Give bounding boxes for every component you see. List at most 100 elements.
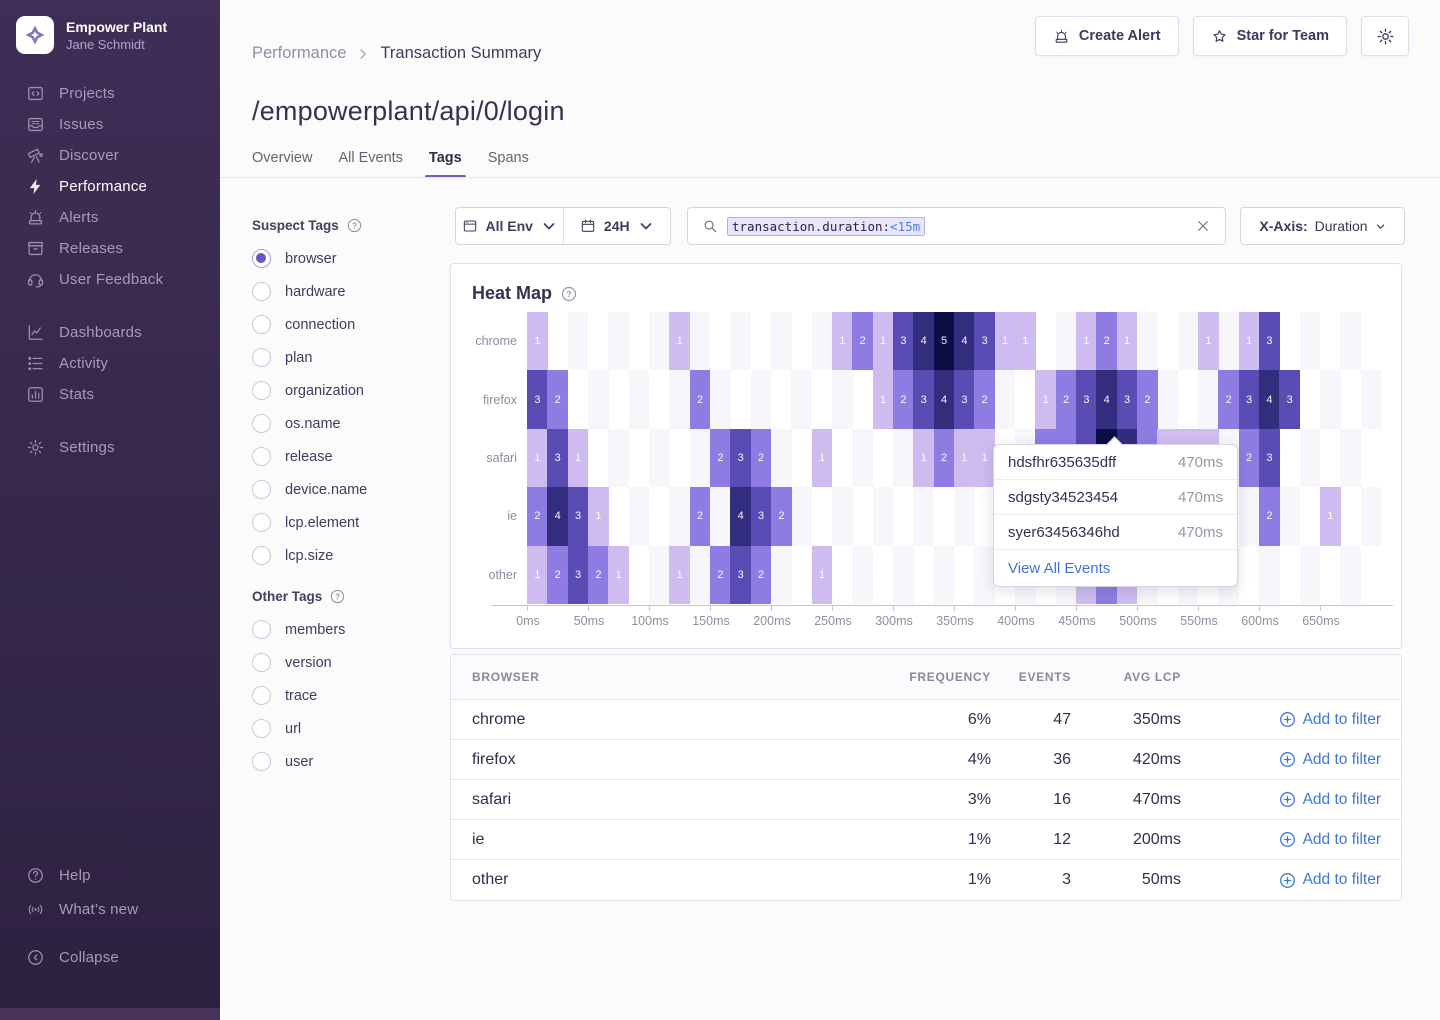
heatmap-cell-firefox-21[interactable]: 3: [954, 370, 975, 429]
radio-button[interactable]: [252, 719, 271, 738]
heatmap-cell-firefox-18[interactable]: 2: [893, 370, 914, 429]
settings-gear-button[interactable]: [1361, 16, 1409, 56]
tag-option-hardware[interactable]: hardware: [252, 282, 432, 301]
heatmap-cell-chrome-33[interactable]: 1: [1198, 312, 1219, 371]
heatmap-cell-safari-2[interactable]: 1: [567, 428, 589, 488]
heatmap-cell-ie-39[interactable]: 1: [1320, 487, 1341, 546]
heatmap-cell-firefox-1[interactable]: 2: [547, 370, 569, 429]
radio-button[interactable]: [252, 653, 271, 672]
tag-option-connection[interactable]: connection: [252, 315, 432, 334]
tooltip-event-row[interactable]: hdsfhr635635dff 470ms: [994, 445, 1237, 480]
question-circle-icon[interactable]: ?: [347, 218, 362, 233]
heatmap-cell-other-0[interactable]: 1: [527, 545, 548, 604]
tag-option-members[interactable]: members: [252, 620, 432, 639]
radio-button[interactable]: [252, 480, 271, 499]
radio-button[interactable]: [252, 752, 271, 771]
heatmap-cell-other-4[interactable]: 1: [608, 545, 630, 604]
sidebar-item-releases[interactable]: Releases: [0, 233, 220, 264]
radio-button[interactable]: [252, 686, 271, 705]
heatmap-cell-chrome-21[interactable]: 4: [954, 312, 975, 371]
add-to-filter-button[interactable]: Add to filter: [1181, 751, 1381, 769]
time-range-selector[interactable]: 24H: [564, 208, 671, 244]
tab-all-events[interactable]: All Events: [338, 150, 403, 166]
heatmap-cell-other-11[interactable]: 2: [750, 545, 772, 604]
tag-option-url[interactable]: url: [252, 719, 432, 738]
heatmap-cell-firefox-36[interactable]: 4: [1259, 370, 1280, 429]
heatmap-cell-chrome-18[interactable]: 3: [893, 312, 914, 371]
tag-option-lcp-size[interactable]: lcp.size: [252, 546, 432, 565]
radio-button[interactable]: [252, 249, 271, 268]
heatmap-cell-other-9[interactable]: 2: [710, 545, 731, 604]
heatmap-cell-ie-3[interactable]: 1: [588, 487, 609, 546]
view-all-events-link[interactable]: View All Events: [1008, 559, 1111, 577]
heatmap-cell-ie-10[interactable]: 4: [730, 487, 752, 546]
sidebar-item-performance[interactable]: Performance: [0, 171, 220, 202]
heatmap-cell-chrome-19[interactable]: 4: [913, 312, 935, 371]
heatmap-cell-firefox-8[interactable]: 2: [689, 370, 711, 429]
tag-option-device-name[interactable]: device.name: [252, 480, 432, 499]
heatmap-cell-other-7[interactable]: 1: [669, 545, 691, 604]
clear-search-icon[interactable]: [1195, 218, 1211, 234]
heatmap-cell-firefox-28[interactable]: 4: [1096, 370, 1118, 429]
sidebar-item-activity[interactable]: Activity: [0, 348, 220, 379]
heatmap-cell-chrome-15[interactable]: 1: [832, 312, 853, 371]
radio-button[interactable]: [252, 315, 271, 334]
heatmap-cell-safari-21[interactable]: 1: [954, 428, 975, 488]
heatmap-cell-ie-11[interactable]: 3: [750, 487, 772, 546]
question-circle-icon[interactable]: ?: [561, 286, 577, 302]
heatmap-cell-chrome-16[interactable]: 2: [852, 312, 874, 371]
heatmap-cell-chrome-24[interactable]: 1: [1015, 312, 1036, 371]
heatmap-cell-other-1[interactable]: 2: [547, 545, 569, 604]
add-to-filter-button[interactable]: Add to filter: [1181, 791, 1381, 809]
tab-overview[interactable]: Overview: [252, 150, 313, 166]
tag-option-os-name[interactable]: os.name: [252, 414, 432, 433]
heatmap-cell-chrome-20[interactable]: 5: [933, 312, 955, 371]
tag-option-plan[interactable]: plan: [252, 348, 432, 367]
tag-option-user[interactable]: user: [252, 752, 432, 771]
heatmap-cell-chrome-7[interactable]: 1: [669, 312, 691, 371]
heatmap-cell-firefox-34[interactable]: 2: [1218, 370, 1240, 429]
heatmap-cell-ie-1[interactable]: 4: [547, 487, 569, 546]
sidebar-item-stats[interactable]: Stats: [0, 379, 220, 410]
search-bar[interactable]: transaction.duration: <15m: [687, 207, 1226, 245]
sidebar-item-user-feedback[interactable]: User Feedback: [0, 264, 220, 295]
heatmap-cell-chrome-22[interactable]: 3: [974, 312, 996, 371]
xaxis-selector[interactable]: X-Axis: Duration: [1240, 207, 1405, 245]
heatmap-cell-safari-14[interactable]: 1: [811, 428, 833, 488]
heatmap-cell-ie-0[interactable]: 2: [527, 487, 548, 546]
heatmap-cell-chrome-17[interactable]: 1: [872, 312, 894, 371]
sidebar-item-issues[interactable]: Issues: [0, 109, 220, 140]
heatmap-cell-other-10[interactable]: 3: [730, 545, 752, 604]
heatmap-cell-firefox-26[interactable]: 2: [1055, 370, 1077, 429]
heatmap-cell-safari-11[interactable]: 2: [750, 428, 772, 488]
star-for-team-button[interactable]: Star for Team: [1192, 16, 1347, 56]
heatmap-cell-safari-10[interactable]: 3: [730, 428, 752, 488]
heatmap-cell-safari-0[interactable]: 1: [527, 428, 548, 488]
heatmap-cell-ie-12[interactable]: 2: [771, 487, 792, 546]
radio-button[interactable]: [252, 620, 271, 639]
question-circle-icon[interactable]: ?: [330, 589, 345, 604]
tag-option-organization[interactable]: organization: [252, 381, 432, 400]
tab-tags[interactable]: Tags: [424, 150, 466, 178]
heatmap-cell-safari-19[interactable]: 1: [913, 428, 935, 488]
tag-option-lcp-element[interactable]: lcp.element: [252, 513, 432, 532]
tag-option-trace[interactable]: trace: [252, 686, 432, 705]
heatmap-cell-firefox-37[interactable]: 3: [1279, 370, 1301, 429]
tag-option-release[interactable]: release: [252, 447, 432, 466]
radio-button[interactable]: [252, 447, 271, 466]
heatmap-cell-chrome-27[interactable]: 1: [1076, 312, 1097, 371]
heatmap-cell-firefox-35[interactable]: 3: [1238, 370, 1260, 429]
tooltip-event-row[interactable]: sdgsty34523454 470ms: [994, 480, 1237, 515]
heatmap-cell-chrome-28[interactable]: 2: [1096, 312, 1118, 371]
environment-selector[interactable]: All Env: [456, 208, 563, 244]
heatmap-cell-firefox-30[interactable]: 2: [1137, 370, 1158, 429]
radio-button[interactable]: [252, 282, 271, 301]
radio-button[interactable]: [252, 546, 271, 565]
heatmap-cell-other-2[interactable]: 3: [567, 545, 589, 604]
sidebar-item-discover[interactable]: Discover: [0, 140, 220, 171]
heatmap-cell-chrome-36[interactable]: 3: [1259, 312, 1280, 371]
radio-button[interactable]: [252, 414, 271, 433]
radio-button[interactable]: [252, 348, 271, 367]
sidebar-item-projects[interactable]: Projects: [0, 78, 220, 109]
heatmap-cell-ie-2[interactable]: 3: [567, 487, 589, 546]
